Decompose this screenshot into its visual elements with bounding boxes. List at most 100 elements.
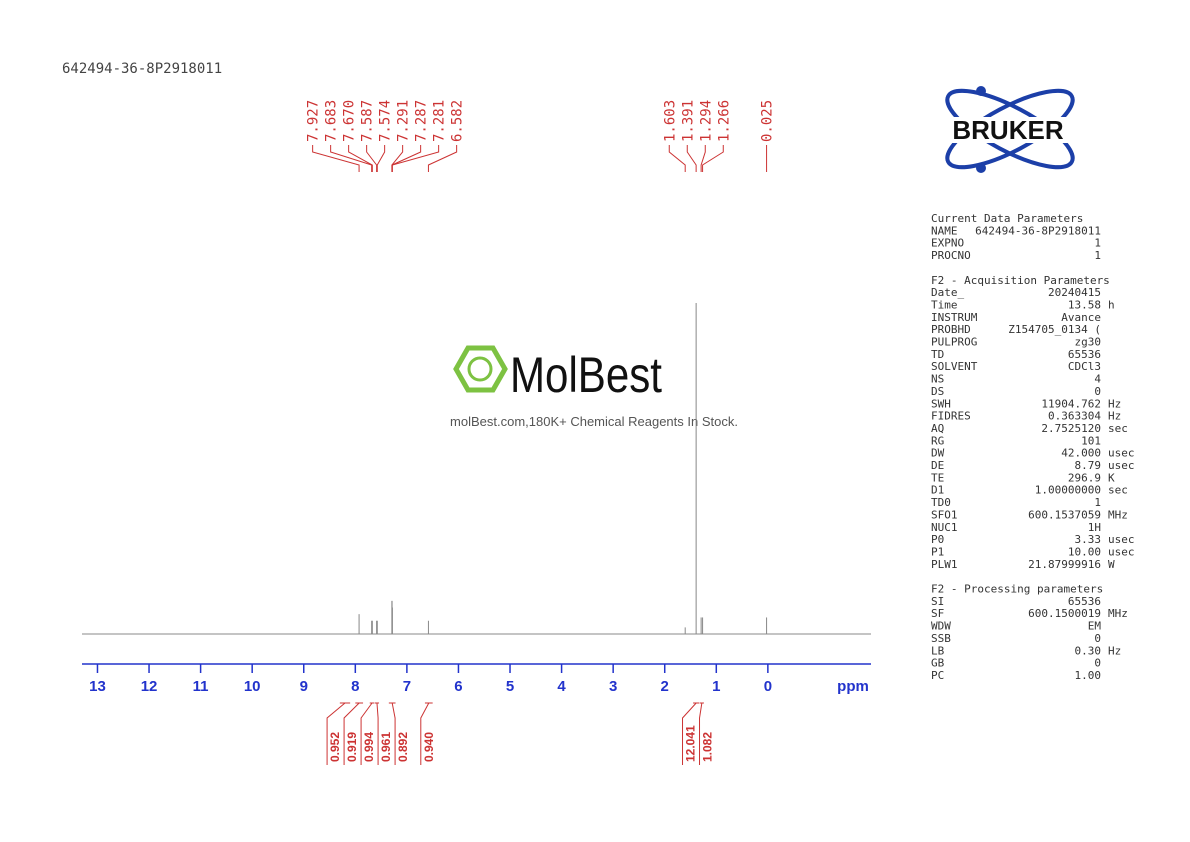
integral-label: 0.952 [328,732,342,762]
parameter-value: 0.30 [1075,644,1102,657]
parameter-value: Avance [1061,311,1101,324]
x-axis-label: ppm [837,678,869,695]
parameter-value: 8.79 [1075,459,1102,472]
parameter-key: SF [931,607,944,620]
parameter-value: 1 [1094,496,1101,509]
parameter-key: Time [931,298,958,311]
x-tick-label: 4 [557,678,566,695]
peak-label: 7.281 [432,100,448,142]
parameter-key: DS [931,385,944,398]
x-tick-label: 9 [300,678,308,695]
parameter-key: PLW1 [931,558,958,571]
peak-connector [312,145,360,172]
parameter-key: DW [931,447,945,460]
peak-label: 1.266 [716,100,732,142]
integral-label: 0.919 [345,732,359,762]
parameter-value: 101 [1081,434,1101,447]
x-tick-label: 3 [609,678,617,695]
integral-connector [391,702,396,765]
parameter-key: SI [931,595,944,608]
peak-label: 7.574 [378,100,394,142]
peak-label: 1.294 [698,100,714,142]
x-tick-label: 6 [454,678,462,695]
parameter-key: FIDRES [931,410,971,423]
parameter-unit: W [1108,558,1115,571]
parameter-value: 65536 [1068,595,1101,608]
parameter-unit: K [1108,471,1115,484]
parameter-key: PROCNO [931,249,971,262]
spectrum-title: 642494-36-8P2918011 [62,61,222,77]
peak-connector [376,145,386,172]
integral-label: 0.994 [362,732,376,762]
integral-label: 12.041 [684,725,698,762]
parameter-unit: MHz [1108,607,1128,620]
parameter-unit: sec [1108,484,1128,497]
parameter-unit: Hz [1108,644,1121,657]
parameter-value: 20240415 [1048,286,1101,299]
parameter-section-title: Current Data Parameters [931,212,1083,225]
parameter-value: 4 [1094,373,1101,386]
parameter-key: RG [931,434,944,447]
parameter-value: 1 [1094,249,1101,262]
x-tick-label: 2 [661,678,669,695]
parameter-unit: usec [1108,533,1135,546]
x-tick-label: 11 [193,678,209,695]
parameter-key: NS [931,373,944,386]
peak-label: 0.025 [760,100,776,142]
x-tick-label: 0 [764,678,772,695]
parameter-key: LB [931,644,945,657]
parameter-value: 1.00000000 [1035,484,1101,497]
integral-connector [682,702,697,765]
parameter-value: zg30 [1075,336,1102,349]
peak-connector [391,145,404,172]
peak-connector [330,145,373,172]
parameter-key: EXPNO [931,237,964,250]
peak-label: 1.391 [680,100,696,142]
parameter-value: 1H [1088,521,1101,534]
peak-connector [702,145,724,172]
parameter-value: Z154705_0134 ( [1008,323,1101,336]
parameter-value: 65536 [1068,348,1101,361]
parameter-value: 0 [1094,632,1101,645]
parameter-value: 600.1500019 [1028,607,1101,620]
x-tick-label: 1 [712,678,720,695]
parameter-key: P1 [931,545,944,558]
peak-connector [427,145,458,172]
parameter-key: D1 [931,484,944,497]
parameter-unit: h [1108,298,1115,311]
parameter-value: 3.33 [1075,533,1102,546]
parameter-value: 0.363304 [1048,410,1101,423]
parameter-unit: sec [1108,422,1128,435]
watermark-brand: MolBest [510,347,662,403]
parameter-section-title: F2 - Acquisition Parameters [931,274,1110,287]
watermark-tagline: molBest.com,180K+ Chemical Reagents In S… [450,414,738,429]
parameter-key: PC [931,669,944,682]
parameter-unit: usec [1108,545,1135,558]
parameter-value: 1 [1094,237,1101,250]
parameter-value: 296.9 [1068,471,1101,484]
parameter-value: 11904.762 [1041,397,1101,410]
x-tick-label: 10 [244,678,261,695]
watermark: MolBest molBest.com,180K+ Chemical Reage… [450,345,738,429]
parameter-value: 21.87999916 [1028,558,1101,571]
parameter-value: 0 [1094,657,1101,670]
parameter-key: SSB [931,632,951,645]
integral-connector [343,702,360,765]
peak-connector [391,145,440,172]
integral-connector [699,702,703,765]
x-tick-label: 7 [403,678,411,695]
peak-label: 7.927 [306,100,322,142]
peak-label: 1.603 [662,100,678,142]
peak-connector [668,145,686,172]
parameter-value: 0 [1094,385,1101,398]
peak-label: 7.291 [396,100,412,142]
peak-label: 7.683 [324,100,340,142]
parameter-key: INSTRUM [931,311,978,324]
bruker-logo: BRUKER [924,86,1094,173]
parameter-unit: Hz [1108,397,1121,410]
integral-connector [376,702,379,765]
parameter-key: P0 [931,533,944,546]
x-tick-label: 12 [141,678,158,695]
